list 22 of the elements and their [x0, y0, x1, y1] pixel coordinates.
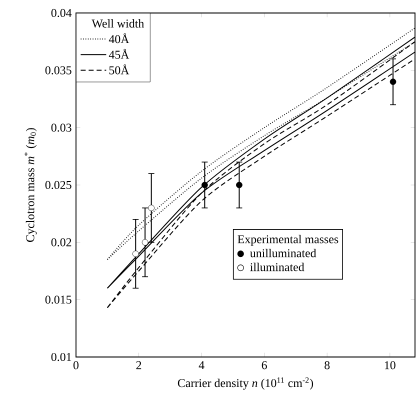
y-tick-label: 0.03 — [51, 124, 72, 132]
x-tick-label: 6 — [262, 361, 267, 370]
x-tick-label: 8 — [324, 361, 330, 370]
legend-label: 50Å — [109, 64, 130, 74]
legend-title: Well width — [92, 19, 144, 28]
legend-label: 40Å — [108, 33, 130, 44]
y-tick-label: 0.025 — [45, 180, 72, 190]
x-tick-label: 2 — [136, 361, 142, 370]
y-tick-label: 0.01 — [51, 352, 72, 362]
x-tick-label: 4 — [198, 361, 204, 370]
y-tick-label: 0.015 — [45, 296, 72, 304]
x-tick-label: 0 — [73, 361, 79, 370]
y-tick-label: 0.035 — [45, 66, 72, 74]
y-tick-label: 0.04 — [51, 8, 72, 18]
x-tick-label: 10 — [384, 361, 396, 370]
legend-label: illuminated — [250, 262, 304, 272]
legend-label: unilluminated — [250, 248, 316, 258]
legend-label: 45Å — [108, 48, 130, 59]
y-axis-title: Cyclotron mass m$^{*}$ (m$_{0}$) — [24, 128, 37, 242]
annotation: Experimental masses — [238, 234, 338, 246]
x-axis-title: Carrier density n (10$^{11}$ cm$^{-2}$) — [178, 377, 314, 390]
y-tick-label: 0.02 — [51, 238, 72, 246]
